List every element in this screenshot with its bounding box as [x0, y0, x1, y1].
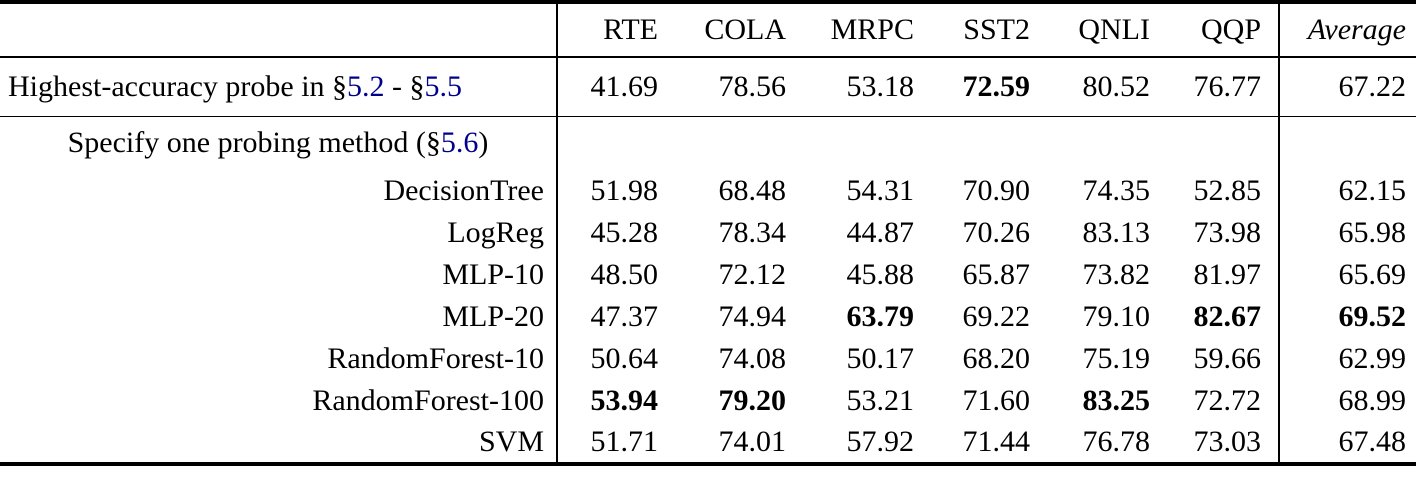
value-cell-average: 65.98: [1338, 216, 1407, 249]
value-cell: 71.60: [962, 384, 1031, 417]
header-cell-rte: RTE: [557, 2, 666, 58]
value-cell-average: 65.69: [1338, 258, 1407, 291]
value-cell: 59.66: [1158, 338, 1280, 380]
value-cell: 82.67: [1158, 296, 1280, 338]
value-cell: 68.20: [962, 342, 1031, 375]
value-cell: 41.69: [557, 57, 666, 117]
value-cell-average: 67.22: [1279, 57, 1416, 117]
value-cell: 78.34: [718, 216, 787, 249]
value-cell: 74.01: [718, 425, 787, 458]
value-cell: 44.87: [846, 216, 915, 249]
value-cell: 48.50: [590, 258, 659, 291]
value-cell: 83.25: [1082, 384, 1151, 417]
value-cell: 50.64: [590, 342, 659, 375]
value-cell: 79.20: [718, 384, 787, 417]
header-cell-sst2: SST2: [922, 2, 1038, 58]
empty-cell: [557, 116, 666, 170]
header-cell-qnli: QNLI: [1038, 2, 1158, 58]
row-label: RandomForest-10: [0, 338, 558, 380]
value-cell: 80.52: [1038, 57, 1158, 117]
value-cell: 53.21: [846, 384, 915, 417]
value-cell: 50.17: [846, 342, 915, 375]
empty-cell: [794, 116, 922, 170]
value-cell: 51.71: [590, 425, 659, 458]
value-cell: 69.22: [962, 300, 1031, 333]
table-header-row: RTE COLA MRPC SST2 QNLI QQP Average: [0, 2, 1416, 58]
section-header-label: Specify one probing method (§5.6): [0, 116, 558, 170]
table-row-decisiontree: DecisionTree 51.98 68.48 54.31 70.90 74.…: [0, 170, 1416, 212]
header-cell-qqp: QQP: [1158, 2, 1280, 58]
value-cell: 52.85: [1158, 170, 1280, 212]
row-label: RandomForest-100: [0, 380, 558, 422]
label-text-part: ): [478, 126, 489, 160]
table-row-randomforest-10: RandomForest-10 50.64 74.08 50.17 68.20 …: [0, 338, 1416, 380]
empty-cell: [1158, 116, 1280, 170]
value-cell: 76.78: [1082, 425, 1151, 458]
value-cell: 76.77: [1158, 57, 1280, 117]
value-cell: 65.87: [962, 258, 1031, 291]
value-cell-average: 62.15: [1338, 174, 1407, 207]
row-label: MLP-10: [0, 254, 558, 296]
section-ref-link-5-6[interactable]: 5.6: [440, 126, 479, 160]
section-ref-link-5-2[interactable]: 5.2: [347, 69, 385, 103]
row-label: DecisionTree: [0, 170, 558, 212]
value-cell: 53.94: [590, 384, 659, 417]
row-section-header: Specify one probing method (§5.6): [0, 116, 1416, 170]
value-cell: 53.18: [794, 57, 922, 117]
header-cell-cola: COLA: [666, 2, 794, 58]
value-cell: 73.82: [1082, 258, 1151, 291]
value-cell: 79.10: [1082, 300, 1151, 333]
value-cell: 75.19: [1082, 342, 1151, 375]
header-cell-mrpc: MRPC: [794, 2, 922, 58]
value-cell-average: 69.52: [1338, 300, 1407, 333]
value-cell: 83.13: [1082, 216, 1151, 249]
results-table: RTE COLA MRPC SST2 QNLI QQP Average High…: [0, 0, 1416, 466]
value-cell: 51.98: [590, 174, 659, 207]
value-cell: 73.03: [1158, 422, 1280, 464]
table-row-logreg: LogReg 45.28 78.34 44.87 70.26 83.13 73.…: [0, 212, 1416, 254]
value-cell: 73.98: [1158, 212, 1280, 254]
value-cell-average: 67.48: [1338, 425, 1407, 458]
value-cell: 45.88: [846, 258, 915, 291]
value-cell: 47.37: [590, 300, 659, 333]
table-row-svm: SVM 51.71 74.01 57.92 71.44 76.78 73.03 …: [0, 422, 1416, 464]
value-cell: 74.08: [718, 342, 787, 375]
value-cell: 74.94: [718, 300, 787, 333]
value-cell-average: 62.99: [1338, 342, 1407, 375]
value-cell: 78.56: [666, 57, 794, 117]
value-cell: 71.44: [962, 425, 1031, 458]
row-label: MLP-20: [0, 296, 558, 338]
value-cell: 72.12: [718, 258, 787, 291]
row-highest-accuracy-probe: Highest-accuracy probe in §5.2 - §5.5 41…: [0, 57, 1416, 117]
value-cell: 70.90: [962, 174, 1031, 207]
section-ref-link-5-5[interactable]: 5.5: [424, 69, 463, 103]
label-text-part: Specify one probing method (§: [67, 126, 441, 160]
value-cell: 81.97: [1158, 254, 1280, 296]
value-cell: 54.31: [846, 174, 915, 207]
value-cell: 72.59: [922, 57, 1038, 117]
value-cell: 57.92: [846, 425, 915, 458]
value-cell: 70.26: [962, 216, 1031, 249]
value-cell: 72.72: [1158, 380, 1280, 422]
empty-cell: [1279, 116, 1416, 170]
header-cell-average: Average: [1279, 2, 1416, 58]
value-cell: 63.79: [846, 300, 915, 333]
label-text-part: - §: [384, 69, 425, 103]
label-text-part: Highest-accuracy probe in §: [8, 69, 348, 103]
empty-cell: [922, 116, 1038, 170]
value-cell: 74.35: [1082, 174, 1151, 207]
table-row-mlp-20: MLP-20 47.37 74.94 63.79 69.22 79.10 82.…: [0, 296, 1416, 338]
table-row-mlp-10: MLP-10 48.50 72.12 45.88 65.87 73.82 81.…: [0, 254, 1416, 296]
empty-cell: [666, 116, 794, 170]
value-cell: 45.28: [590, 216, 659, 249]
value-cell: 68.48: [718, 174, 787, 207]
empty-cell: [1038, 116, 1158, 170]
table-row-randomforest-100: RandomForest-100 53.94 79.20 53.21 71.60…: [0, 380, 1416, 422]
value-cell-average: 68.99: [1338, 384, 1407, 417]
row-label: LogReg: [0, 212, 558, 254]
header-empty-cell: [0, 2, 558, 58]
row-label-highest-accuracy: Highest-accuracy probe in §5.2 - §5.5: [0, 57, 558, 117]
row-label: SVM: [0, 422, 558, 464]
